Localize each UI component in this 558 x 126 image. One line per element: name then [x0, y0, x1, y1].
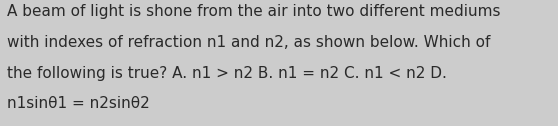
Text: the following is true? A. n1 > n2 B. n1 = n2 C. n1 < n2 D.: the following is true? A. n1 > n2 B. n1 …: [7, 66, 446, 81]
Text: with indexes of refraction n1 and n2, as shown below. Which of: with indexes of refraction n1 and n2, as…: [7, 35, 490, 50]
Text: A beam of light is shone from the air into two different mediums: A beam of light is shone from the air in…: [7, 4, 500, 19]
Text: n1sinθ1 = n2sinθ2: n1sinθ1 = n2sinθ2: [7, 96, 150, 111]
